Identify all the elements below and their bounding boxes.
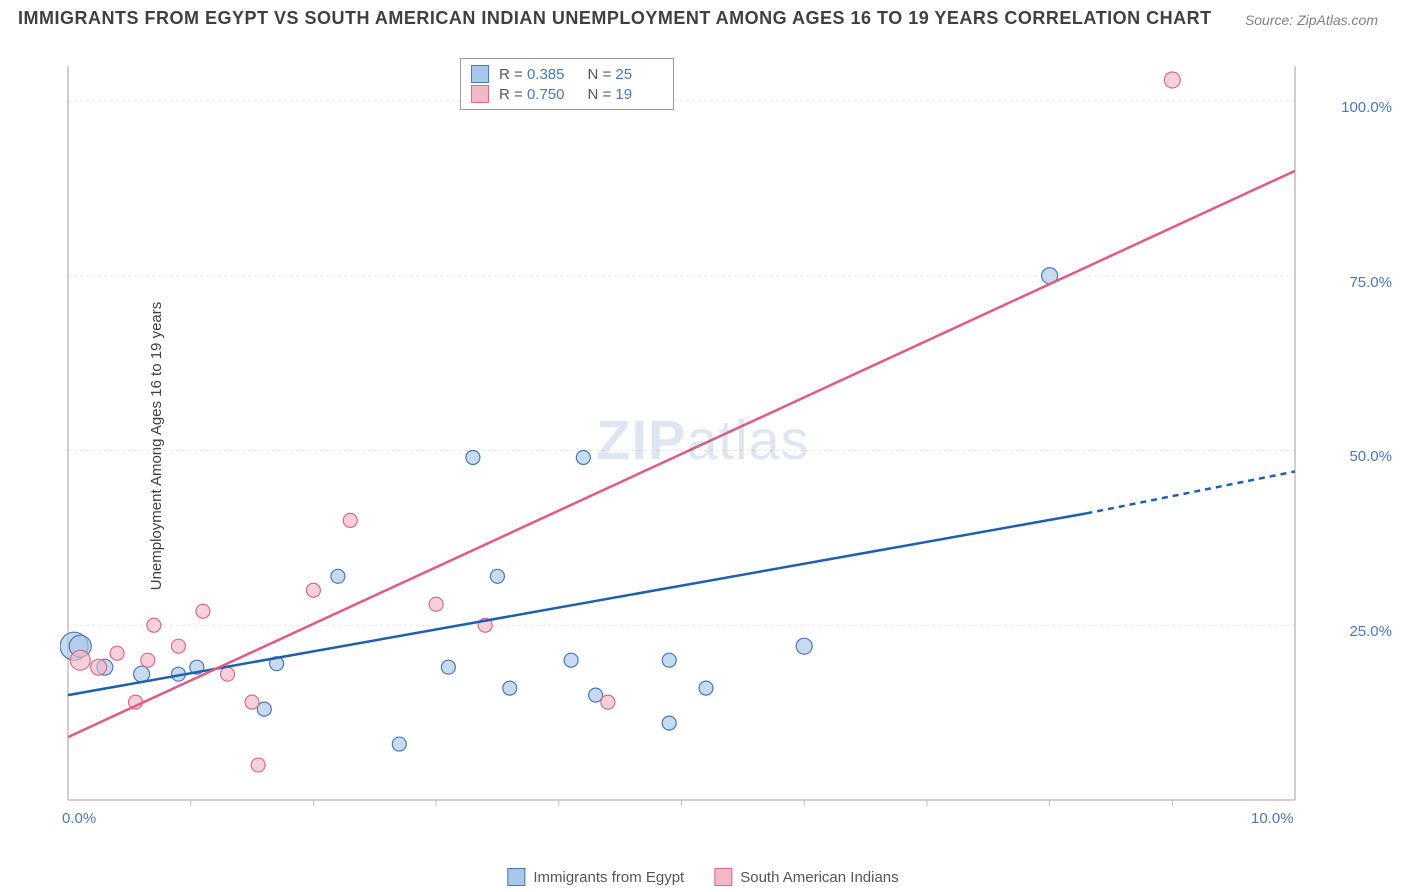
chart-area (60, 60, 1350, 840)
legend-label: Immigrants from Egypt (533, 869, 684, 886)
y-tick-label: 50.0% (1349, 448, 1392, 465)
y-tick-label: 100.0% (1341, 99, 1392, 116)
chart-title: IMMIGRANTS FROM EGYPT VS SOUTH AMERICAN … (18, 8, 1212, 29)
legend-stat-row: R = 0.385 N = 25 (471, 65, 663, 83)
legend-stat-text: R = 0.385 N = 25 (499, 66, 663, 83)
legend-label: South American Indians (740, 869, 898, 886)
legend-swatch (471, 65, 489, 83)
x-tick-label: 10.0% (1251, 810, 1294, 827)
source-attribution: Source: ZipAtlas.com (1245, 12, 1378, 28)
y-tick-label: 25.0% (1349, 623, 1392, 640)
legend-item: Immigrants from Egypt (507, 868, 684, 886)
legend-stat-text: R = 0.750 N = 19 (499, 86, 663, 103)
legend-swatch (471, 85, 489, 103)
legend-swatch (507, 868, 525, 886)
scatter-chart (60, 60, 1350, 840)
legend-bottom: Immigrants from Egypt South American Indi… (507, 868, 898, 886)
y-tick-label: 75.0% (1349, 274, 1392, 291)
legend-stat-row: R = 0.750 N = 19 (471, 85, 663, 103)
legend-stats-box: R = 0.385 N = 25 R = 0.750 N = 19 (460, 58, 674, 110)
x-tick-label: 0.0% (62, 810, 96, 827)
legend-item: South American Indians (714, 868, 898, 886)
legend-swatch (714, 868, 732, 886)
